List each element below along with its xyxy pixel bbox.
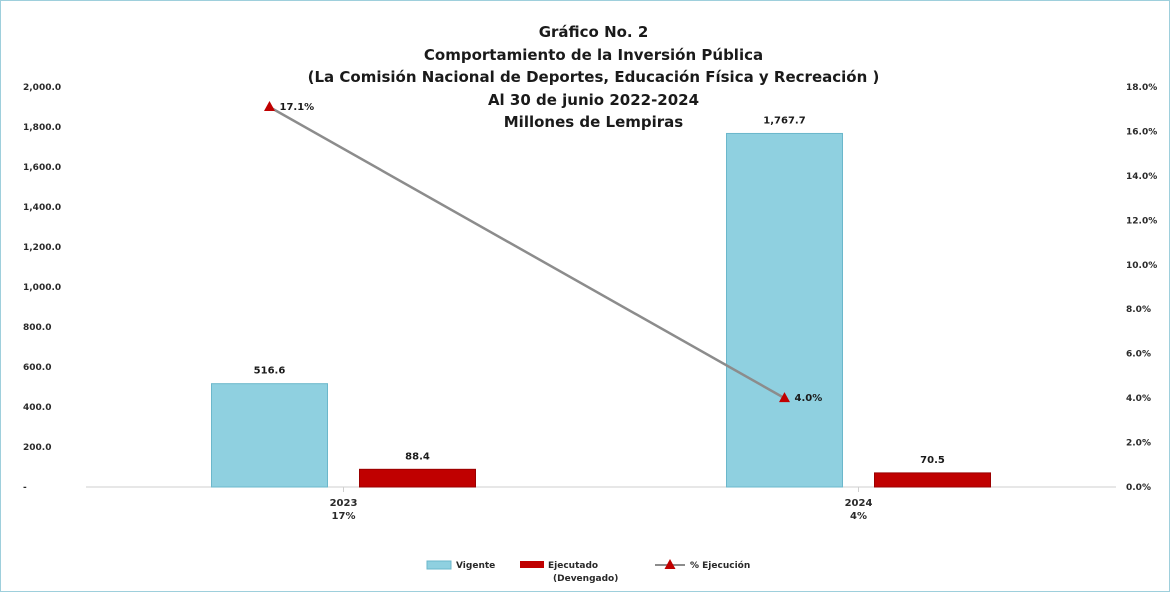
legend-label-ejecucion: % Ejecución [690, 560, 750, 571]
line-marker-triangle [779, 392, 790, 403]
y-right-tick-label: 10.0% [1126, 261, 1157, 271]
y-left-tick-label: 400.0 [23, 403, 51, 413]
y-right-tick-label: 8.0% [1126, 305, 1151, 315]
y-left-tick-label: 1,800.0 [23, 123, 61, 133]
bar-data-label: 1,767.7 [763, 115, 805, 126]
line-data-label: 17.1% [280, 102, 315, 113]
bar-ejecutado-2023 [359, 468, 476, 488]
line-marker-triangle [264, 101, 275, 111]
legend-label-vigente: Vigente [456, 561, 495, 571]
y-left-tick-label: 1,400.0 [23, 203, 61, 213]
y-left-tick-label: 800.0 [23, 323, 51, 333]
bar-data-label: 88.4 [405, 451, 430, 462]
y-right-tick-label: 0.0% [1126, 483, 1151, 493]
y-left-tick-label: 1,000.0 [23, 283, 61, 293]
line-data-label: 4.0% [795, 393, 823, 404]
y-left-tick-label: 2,000.0 [23, 83, 61, 93]
y-right-tick-label: 18.0% [1126, 83, 1157, 93]
x-axis-category-label: 2023 [330, 498, 358, 509]
y-left-tick-label: 200.0 [23, 443, 51, 453]
bar-ejecutado-2024 [874, 472, 991, 488]
y-right-tick-label: 4.0% [1126, 394, 1151, 404]
x-axis-category-sublabel: 17% [332, 511, 356, 522]
bar-vigente-2024 [726, 132, 843, 488]
y-left-tick-label: 600.0 [23, 363, 51, 373]
y-right-tick-label: 14.0% [1126, 172, 1157, 182]
legend-label-ejecutado: Ejecutado [548, 561, 598, 571]
y-left-tick-label: 1,200.0 [23, 243, 61, 253]
legend-swatch-ejecutado [520, 561, 544, 568]
legend-swatch-vigente [426, 560, 452, 570]
y-right-tick-label: 16.0% [1126, 127, 1157, 137]
y-left-tick-label: 1,600.0 [23, 163, 61, 173]
y-right-tick-label: 12.0% [1126, 216, 1157, 226]
y-right-tick-label: 2.0% [1126, 439, 1151, 449]
bar-data-label: 70.5 [920, 455, 945, 466]
x-axis-category-label: 2024 [845, 498, 873, 509]
y-left-tick-label: - [23, 483, 27, 493]
bar-data-label: 516.6 [254, 366, 286, 377]
bar-vigente-2023 [211, 383, 328, 488]
line-ejecucion [268, 105, 786, 400]
legend-label-ejecutado-line2: (Devengado) [553, 574, 618, 584]
y-right-tick-label: 6.0% [1126, 350, 1151, 360]
x-axis-category-sublabel: 4% [850, 511, 867, 522]
legend-marker-ejecucion [664, 559, 676, 569]
